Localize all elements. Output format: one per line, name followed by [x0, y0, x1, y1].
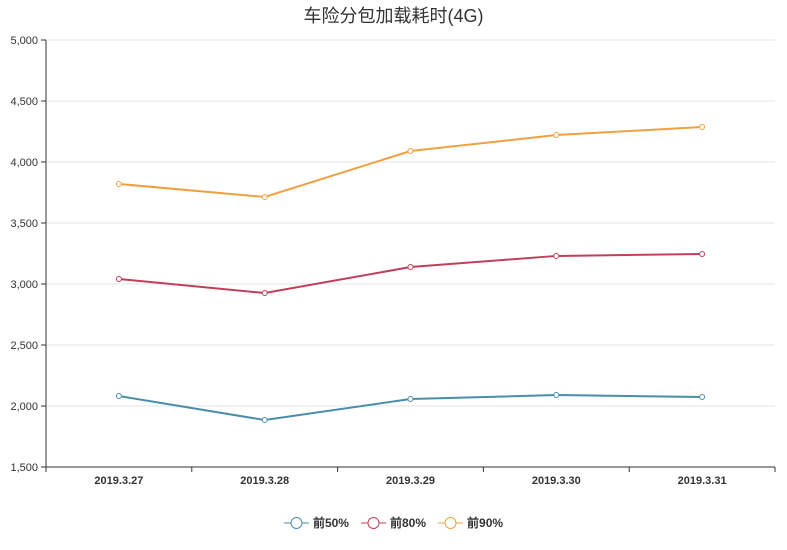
legend-label: 前80% — [389, 516, 427, 530]
data-point — [699, 250, 706, 257]
y-tick-label: 3,000 — [10, 279, 38, 291]
x-tick-label: 2019.3.28 — [240, 475, 289, 487]
legend-item[interactable]: 前50% — [283, 514, 349, 531]
data-point — [407, 148, 414, 155]
data-point — [261, 290, 268, 297]
data-point — [407, 264, 414, 271]
legend-item[interactable]: 前90% — [438, 514, 503, 531]
data-point — [699, 123, 706, 130]
x-tick-label: 2019.3.27 — [94, 475, 143, 487]
x-tick-label: 2019.3.31 — [678, 475, 727, 487]
x-tick-label: 2019.3.29 — [386, 475, 435, 487]
chart-title: 车险分包加载耗时(4G) — [303, 6, 484, 26]
data-point — [553, 252, 560, 259]
legend-marker-icon — [360, 516, 386, 529]
data-point — [261, 194, 268, 201]
y-tick-label: 1,500 — [10, 462, 38, 474]
y-tick-label: 5,000 — [10, 35, 38, 47]
series-line-1 — [118, 252, 703, 295]
y-tick-label: 4,500 — [10, 96, 38, 108]
data-point — [115, 275, 122, 282]
legend-item[interactable]: 前80% — [360, 514, 427, 531]
y-tick-label: 2,000 — [10, 401, 38, 413]
data-point — [115, 180, 122, 187]
data-point — [407, 396, 414, 403]
legend-label: 前50% — [312, 516, 349, 530]
legend-marker-icon — [283, 516, 309, 529]
data-point — [553, 392, 560, 399]
legend: 前50% 前80% 前90% — [0, 514, 787, 531]
legend-marker-icon — [438, 516, 464, 529]
data-point — [261, 417, 268, 424]
legend-label: 前90% — [467, 516, 504, 530]
y-tick-label: 2,500 — [10, 340, 38, 352]
y-tick-label: 4,000 — [10, 157, 38, 169]
data-point — [115, 392, 122, 399]
data-point — [699, 393, 706, 400]
y-tick-label: 3,500 — [10, 218, 38, 230]
data-point — [553, 132, 560, 139]
x-tick-label: 2019.3.30 — [532, 475, 581, 487]
